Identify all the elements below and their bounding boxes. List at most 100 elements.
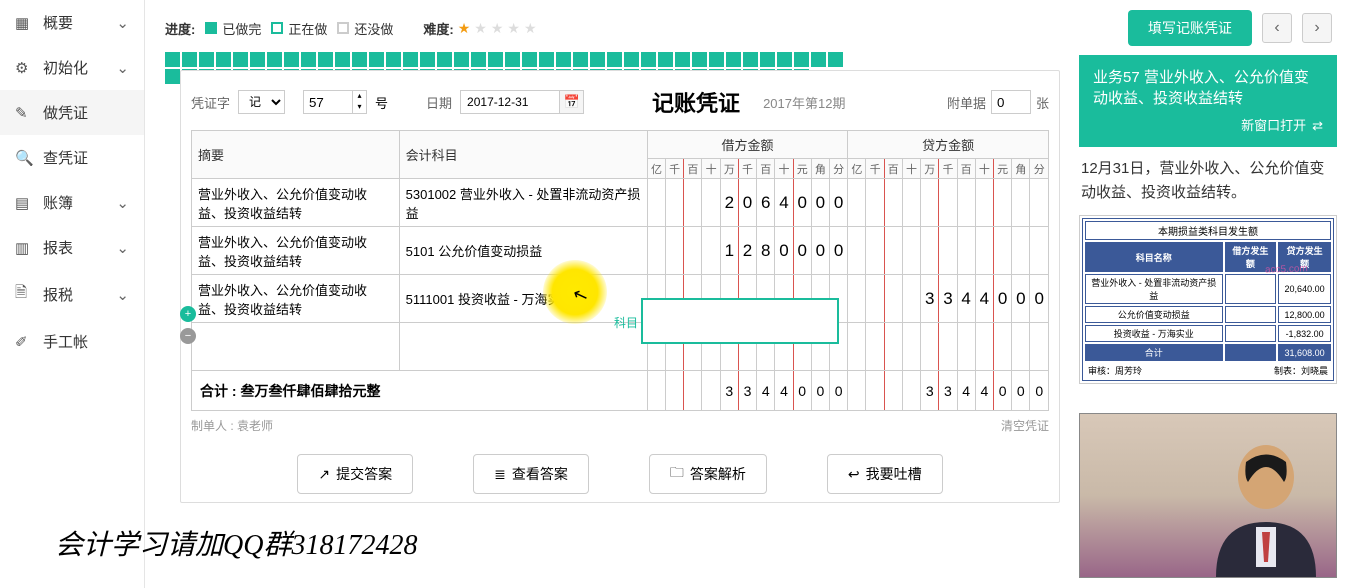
amount-digit[interactable] bbox=[939, 179, 957, 227]
amount-digit[interactable]: 0 bbox=[1030, 371, 1049, 411]
voucher-number-input[interactable] bbox=[303, 90, 353, 114]
progress-cell[interactable] bbox=[624, 52, 639, 67]
amount-digit[interactable] bbox=[993, 227, 1011, 275]
amount-digit[interactable] bbox=[902, 179, 920, 227]
analysis-button[interactable]: 🗀答案解析 bbox=[649, 454, 767, 494]
amount-digit[interactable]: 0 bbox=[811, 371, 829, 411]
voucher-date-input[interactable] bbox=[460, 90, 560, 114]
amount-digit[interactable]: 4 bbox=[957, 275, 975, 323]
clear-voucher-link[interactable]: 清空凭证 bbox=[1001, 417, 1049, 434]
amount-digit[interactable]: 0 bbox=[775, 227, 793, 275]
amount-digit[interactable]: 4 bbox=[775, 179, 793, 227]
amount-digit[interactable]: 0 bbox=[1030, 275, 1049, 323]
sidebar-item-init[interactable]: ⚙初始化⌄ bbox=[0, 45, 144, 90]
amount-digit[interactable]: 2 bbox=[720, 179, 738, 227]
amount-digit[interactable] bbox=[975, 179, 993, 227]
amount-digit[interactable] bbox=[1012, 179, 1030, 227]
progress-cell[interactable] bbox=[454, 52, 469, 67]
amount-digit[interactable]: 3 bbox=[738, 371, 756, 411]
amount-digit[interactable] bbox=[884, 275, 902, 323]
progress-cell[interactable] bbox=[403, 52, 418, 67]
amount-digit[interactable] bbox=[921, 323, 939, 371]
progress-cell[interactable] bbox=[658, 52, 673, 67]
account-cell[interactable]: 5301002 营业外收入 - 处置非流动资产损益 bbox=[399, 179, 647, 227]
amount-digit[interactable] bbox=[957, 179, 975, 227]
progress-cell[interactable] bbox=[420, 52, 435, 67]
progress-cell[interactable] bbox=[743, 52, 758, 67]
next-button[interactable]: › bbox=[1302, 13, 1332, 43]
progress-cell[interactable] bbox=[335, 52, 350, 67]
amount-digit[interactable] bbox=[702, 275, 720, 323]
amount-digit[interactable] bbox=[921, 227, 939, 275]
prev-button[interactable]: ‹ bbox=[1262, 13, 1292, 43]
amount-digit[interactable] bbox=[993, 323, 1011, 371]
progress-cell[interactable] bbox=[352, 52, 367, 67]
amount-digit[interactable] bbox=[848, 227, 866, 275]
amount-digit[interactable] bbox=[848, 323, 866, 371]
amount-digit[interactable]: 0 bbox=[830, 179, 848, 227]
amount-digit[interactable] bbox=[921, 179, 939, 227]
amount-digit[interactable] bbox=[702, 179, 720, 227]
amount-digit[interactable] bbox=[866, 275, 884, 323]
amount-digit[interactable] bbox=[866, 179, 884, 227]
progress-cell[interactable] bbox=[828, 52, 843, 67]
amount-digit[interactable] bbox=[811, 323, 829, 371]
amount-digit[interactable] bbox=[957, 323, 975, 371]
progress-cell[interactable] bbox=[301, 52, 316, 67]
progress-cell[interactable] bbox=[165, 69, 180, 84]
amount-digit[interactable] bbox=[939, 323, 957, 371]
amount-digit[interactable] bbox=[738, 323, 756, 371]
amount-digit[interactable] bbox=[775, 275, 793, 323]
amount-digit[interactable]: 4 bbox=[957, 371, 975, 411]
progress-cell[interactable] bbox=[675, 52, 690, 67]
amount-digit[interactable]: 4 bbox=[975, 371, 993, 411]
amount-digit[interactable]: 3 bbox=[921, 275, 939, 323]
progress-cell[interactable] bbox=[471, 52, 486, 67]
amount-digit[interactable]: 0 bbox=[830, 371, 848, 411]
sidebar-item-voucher[interactable]: ✎做凭证 bbox=[0, 90, 144, 135]
amount-digit[interactable]: 6 bbox=[757, 179, 775, 227]
amount-digit[interactable] bbox=[720, 275, 738, 323]
progress-cell[interactable] bbox=[794, 52, 809, 67]
progress-cell[interactable] bbox=[607, 52, 622, 67]
amount-digit[interactable]: 4 bbox=[975, 275, 993, 323]
account-cell[interactable]: 5101 公允价值变动损益 bbox=[399, 227, 647, 275]
progress-cell[interactable] bbox=[692, 52, 707, 67]
amount-digit[interactable] bbox=[757, 323, 775, 371]
sidebar-item-tax[interactable]: 🗎报税⌄ bbox=[0, 270, 144, 319]
sidebar-item-report[interactable]: ▥报表⌄ bbox=[0, 225, 144, 270]
submit-answer-button[interactable]: ↗提交答案 bbox=[297, 454, 413, 494]
amount-digit[interactable]: 0 bbox=[993, 371, 1011, 411]
progress-cell[interactable] bbox=[590, 52, 605, 67]
amount-digit[interactable] bbox=[666, 227, 684, 275]
add-row-button[interactable]: + bbox=[180, 306, 196, 322]
video-thumbnail[interactable] bbox=[1079, 413, 1337, 578]
amount-digit[interactable]: 0 bbox=[793, 371, 811, 411]
amount-digit[interactable]: 1 bbox=[720, 227, 738, 275]
view-answer-button[interactable]: ≣查看答案 bbox=[473, 454, 589, 494]
amount-digit[interactable] bbox=[1030, 323, 1049, 371]
amount-digit[interactable]: 0 bbox=[1012, 371, 1030, 411]
amount-digit[interactable] bbox=[666, 371, 684, 411]
amount-digit[interactable] bbox=[848, 275, 866, 323]
progress-cell[interactable] bbox=[182, 52, 197, 67]
amount-digit[interactable]: 0 bbox=[993, 275, 1011, 323]
amount-digit[interactable] bbox=[647, 323, 665, 371]
progress-cell[interactable] bbox=[505, 52, 520, 67]
feedback-button[interactable]: ↩我要吐槽 bbox=[827, 454, 943, 494]
amount-digit[interactable] bbox=[793, 323, 811, 371]
progress-cell[interactable] bbox=[726, 52, 741, 67]
progress-cell[interactable] bbox=[267, 52, 282, 67]
amount-digit[interactable]: 4 bbox=[775, 371, 793, 411]
amount-digit[interactable]: 8 bbox=[757, 227, 775, 275]
amount-digit[interactable]: 3 bbox=[939, 275, 957, 323]
amount-digit[interactable] bbox=[939, 227, 957, 275]
amount-digit[interactable] bbox=[666, 179, 684, 227]
progress-cell[interactable] bbox=[641, 52, 656, 67]
progress-cell[interactable] bbox=[522, 52, 537, 67]
summary-cell[interactable]: 营业外收入、公允价值变动收益、投资收益结转 bbox=[192, 275, 400, 323]
progress-cell[interactable] bbox=[488, 52, 503, 67]
amount-digit[interactable] bbox=[1030, 227, 1049, 275]
amount-digit[interactable] bbox=[702, 227, 720, 275]
amount-digit[interactable]: 0 bbox=[793, 179, 811, 227]
